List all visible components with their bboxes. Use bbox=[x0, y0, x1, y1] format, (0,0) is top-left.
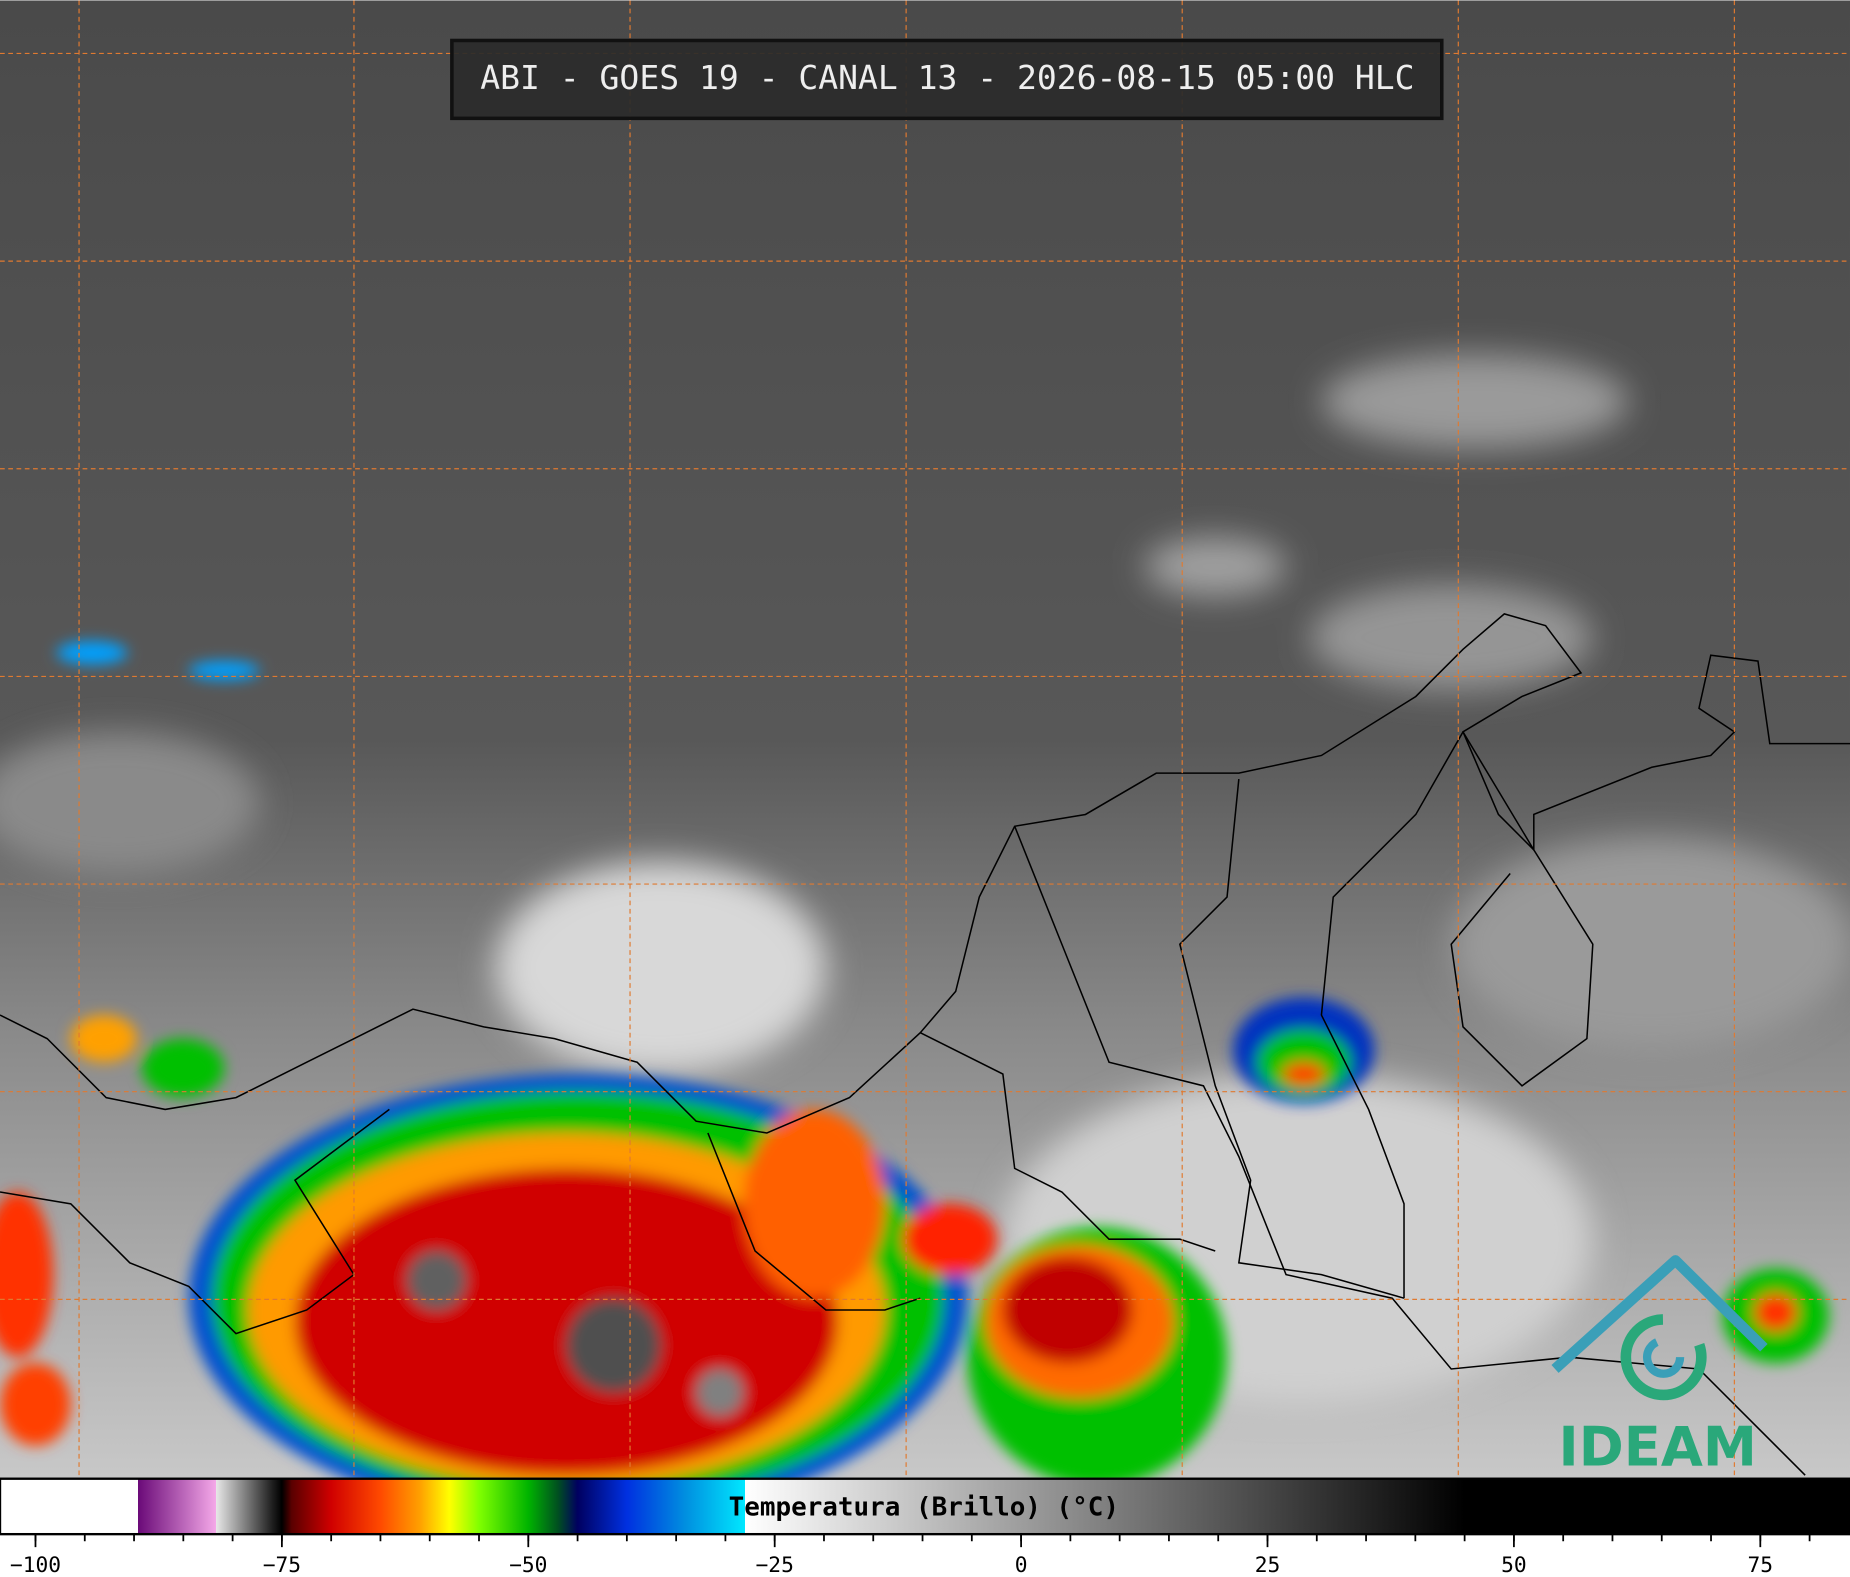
logo-text: IDEAM bbox=[1559, 1416, 1757, 1479]
tick-label: 75 bbox=[1748, 1553, 1774, 1577]
tick-label: −75 bbox=[263, 1553, 301, 1577]
tick-label: 25 bbox=[1255, 1553, 1281, 1577]
tick-label: 50 bbox=[1501, 1553, 1527, 1577]
tick-label: 0 bbox=[1015, 1553, 1028, 1577]
convective-cells bbox=[0, 641, 1829, 1478]
title-box bbox=[450, 38, 1444, 121]
map: IDEAM bbox=[0, 0, 1850, 1479]
tick-label: −25 bbox=[756, 1553, 794, 1577]
borders bbox=[0, 613, 1850, 1476]
tick-label: −100 bbox=[10, 1553, 61, 1577]
tick-label: −50 bbox=[509, 1553, 547, 1577]
colorbar-label: Temperatura (Brillo) (°C) bbox=[729, 1493, 1119, 1523]
colorbar bbox=[0, 1477, 1850, 1536]
logo: IDEAM bbox=[1551, 1255, 1768, 1479]
colorbar-axis: −100 −75 −50 −25 0 25 50 75 bbox=[10, 1534, 1811, 1577]
title: ABI - GOES 19 - CANAL 13 - 2026-08-15 05… bbox=[480, 58, 1414, 97]
clouds bbox=[0, 354, 1850, 1405]
